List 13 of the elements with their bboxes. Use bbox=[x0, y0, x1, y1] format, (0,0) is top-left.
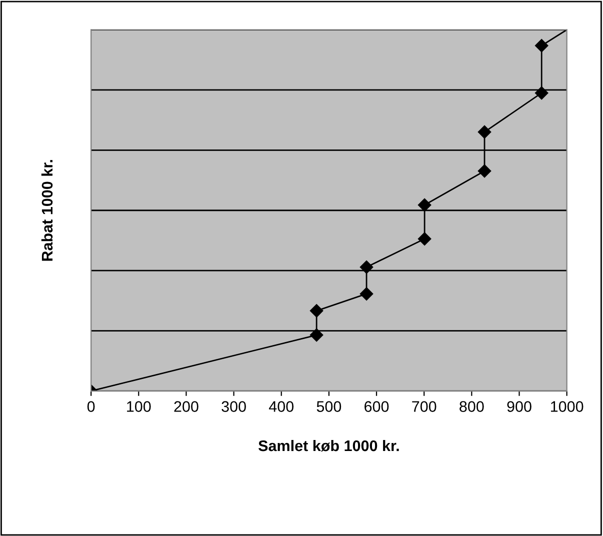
x-tick-label: 800 bbox=[460, 401, 484, 412]
x-tick-label: 700 bbox=[412, 401, 436, 412]
x-tick-label: 600 bbox=[364, 401, 389, 412]
x-tick-label: 0 bbox=[87, 401, 95, 412]
x-axis-title: Samlet køb 1000 kr. bbox=[258, 440, 399, 452]
x-tick-label: 900 bbox=[507, 401, 532, 412]
x-tick-label: 500 bbox=[316, 401, 342, 412]
x-tick-label: 400 bbox=[268, 401, 294, 412]
x-tick-label: 200 bbox=[174, 401, 198, 412]
x-tick-label: 300 bbox=[222, 401, 246, 412]
x-tick-label: 1000 bbox=[550, 401, 584, 412]
y-axis-title: Rabat 1000 kr. bbox=[41, 160, 53, 261]
x-tick-label: 100 bbox=[127, 401, 151, 412]
